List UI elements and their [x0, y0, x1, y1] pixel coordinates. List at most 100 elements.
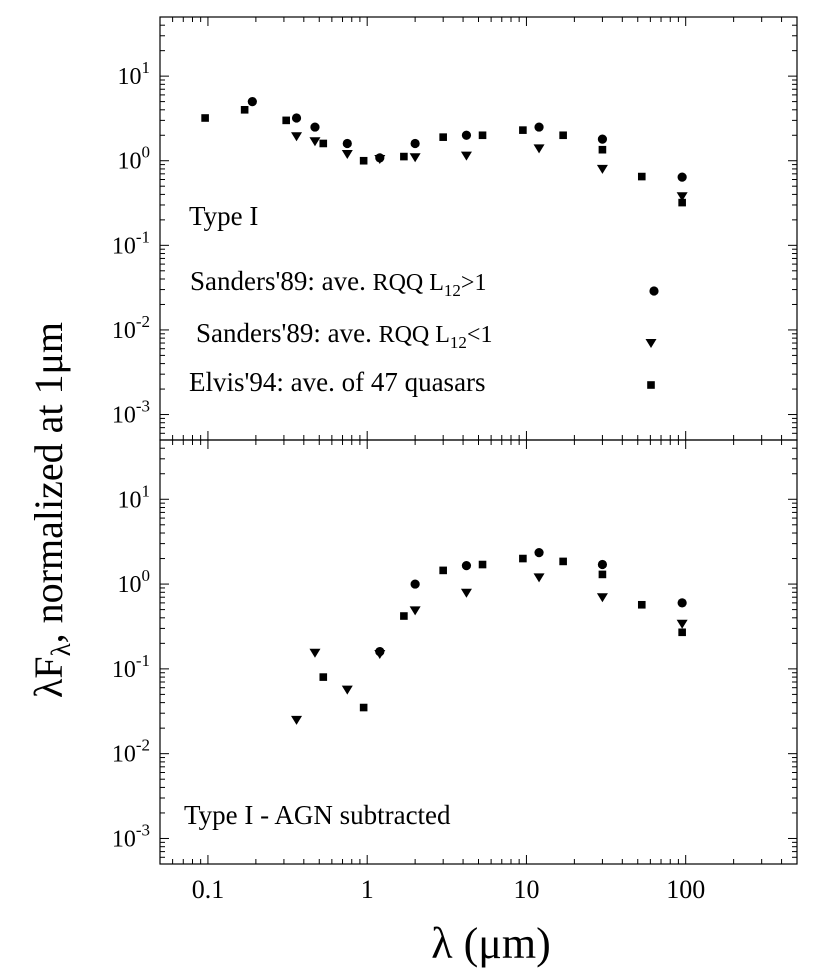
- legend-entry-circle: Sanders'89: ave. RQQ L12>1: [190, 266, 486, 300]
- y-tick-label: 100: [118, 143, 151, 175]
- y-tick-exp: -1: [136, 651, 150, 670]
- data-point-square: [439, 566, 447, 575]
- legend: Sanders'89: ave. RQQ L12>1 Sanders'89: av…: [189, 266, 659, 397]
- legend-text-suffix: <1: [467, 322, 493, 348]
- series-circle: [247, 97, 687, 182]
- data-point-circle: [677, 172, 687, 182]
- x-tick-label: 0.1: [192, 875, 225, 904]
- y-tick-base: 10: [112, 826, 136, 852]
- legend-text-sub: 12: [444, 281, 461, 300]
- data-point-square: [359, 156, 368, 165]
- data-point-circle: [597, 134, 608, 144]
- y-tick-base: 10: [118, 64, 142, 90]
- y-tick-base: 10: [118, 572, 142, 598]
- data-point-circle: [461, 561, 472, 571]
- y-tick-exp: 1: [142, 58, 151, 77]
- data-point-triangle: [676, 192, 688, 202]
- y-axis-label-sub: λ: [46, 643, 76, 656]
- legend-entry-triangle: Sanders'89: ave. RQQ L12<1: [196, 318, 492, 352]
- data-point-triangle: [341, 150, 353, 160]
- y-tick-exp: -2: [136, 312, 150, 331]
- data-point-square: [519, 126, 527, 134]
- data-point-triangle: [309, 648, 321, 658]
- data-point-square: [598, 145, 607, 154]
- data-point-square: [439, 133, 447, 141]
- x-tick-label: 10: [513, 875, 539, 904]
- data-point-circle: [597, 559, 608, 570]
- data-point-triangle: [676, 619, 688, 629]
- x-axis-label-unit: (μm): [464, 919, 551, 968]
- legend-marker-circle: [649, 286, 659, 296]
- y-tick-base: 10: [112, 657, 136, 683]
- y-tick-label: 101: [118, 58, 151, 90]
- data-point-square: [678, 628, 686, 637]
- legend-marker-triangle: [645, 339, 657, 348]
- legend-text-rqq: RQQ L: [373, 270, 444, 296]
- data-point-square: [598, 570, 607, 579]
- data-point-triangle: [374, 649, 386, 659]
- data-point-circle: [461, 130, 472, 140]
- data-point-circle: [342, 138, 352, 149]
- data-point-triangle: [291, 715, 303, 725]
- legend-text: Elvis'94: ave. of 47 quasars: [189, 367, 486, 397]
- data-point-square: [519, 554, 527, 563]
- data-point-triangle: [460, 588, 472, 598]
- panel-label: Type I - AGN subtracted: [184, 800, 451, 830]
- legend-text-suffix: >1: [461, 270, 487, 296]
- data-point-square: [637, 172, 646, 181]
- data-point-triangle: [409, 606, 421, 616]
- data-point-circle: [310, 122, 320, 132]
- data-point-square: [359, 703, 368, 712]
- data-point-square: [678, 198, 686, 207]
- y-tick-label: 10-2: [112, 312, 150, 344]
- data-point-square: [319, 673, 328, 681]
- data-point-square: [319, 139, 328, 148]
- data-point-circle: [410, 138, 420, 149]
- data-point-square: [559, 131, 567, 140]
- y-tick-exp: 0: [142, 143, 151, 162]
- y-axis-label: λFλ, normalized at 1μm: [26, 322, 76, 698]
- x-axis-label-main: λ: [431, 919, 453, 968]
- data-point-triangle: [460, 151, 472, 161]
- data-point-square: [201, 114, 209, 122]
- panel-label: Type I: [189, 201, 258, 231]
- series-triangle: [291, 573, 688, 725]
- y-axis-label-rest: , normalized at 1μm: [26, 322, 71, 643]
- legend-entry-square: Elvis'94: ave. of 47 quasars: [189, 367, 486, 397]
- y-tick-label: 10-1: [112, 651, 150, 683]
- y-tick-base: 10: [112, 318, 136, 344]
- x-tick-labels: 0.1 1 10 100: [192, 875, 706, 904]
- data-point-triangle: [409, 153, 421, 163]
- legend-text-rqq: RQQ L: [379, 322, 450, 348]
- data-point-square: [637, 600, 646, 609]
- y-tick-label: 10-3: [112, 820, 150, 852]
- data-point-square: [240, 105, 249, 114]
- y-tick-base: 10: [118, 149, 142, 175]
- y-tick-base: 10: [118, 487, 142, 513]
- series-square: [201, 105, 686, 207]
- data-point-square: [478, 131, 487, 140]
- y-tick-exp: -3: [136, 397, 150, 416]
- legend-text-sub: 12: [450, 333, 467, 352]
- data-point-triangle: [291, 132, 303, 142]
- y-tick-label: 10-2: [112, 736, 150, 768]
- data-point-square: [559, 557, 567, 566]
- legend-marker-square: [647, 381, 655, 389]
- x-axis-label: λ (μm): [431, 919, 550, 968]
- data-point-square: [400, 612, 408, 620]
- x-tick-label: 100: [666, 875, 705, 904]
- data-point-square: [478, 560, 487, 569]
- data-point-triangle: [596, 164, 608, 174]
- data-point-triangle: [596, 593, 608, 603]
- data-point-circle: [247, 97, 257, 107]
- series-square: [319, 554, 686, 712]
- y-axis-label-main: λF: [26, 656, 71, 698]
- y-tick-exp: 1: [142, 481, 151, 500]
- data-point-triangle: [533, 573, 545, 583]
- data-point-circle: [534, 122, 544, 132]
- y-tick-exp: -3: [136, 820, 150, 839]
- y-tick-exp: -1: [136, 227, 150, 246]
